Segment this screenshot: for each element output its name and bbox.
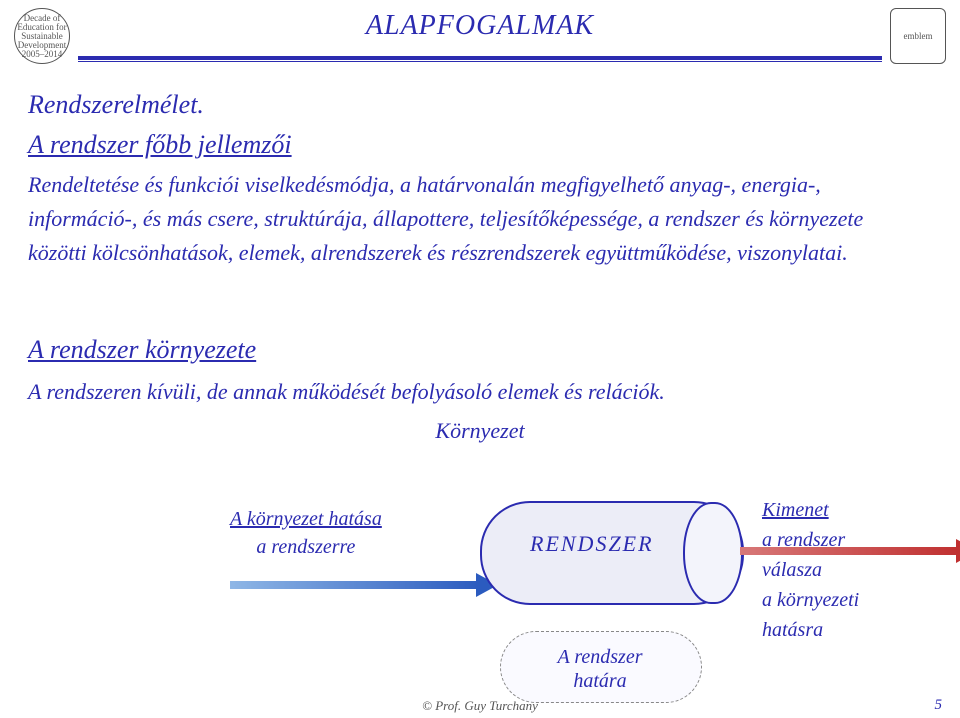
caption-output-line3: válasza xyxy=(762,559,822,581)
heading-rendszerelmelet: Rendszerelmélet. xyxy=(28,90,204,120)
boundary-label-line2: határa xyxy=(573,670,626,692)
caption-output-line4: a környezeti xyxy=(762,589,859,611)
caption-output-line1: Kimenet xyxy=(762,499,829,521)
boundary-label-line1: A rendszer xyxy=(558,646,643,668)
page-title: ALAPFOGALMAK xyxy=(0,10,960,42)
caption-output-line2: a rendszer xyxy=(762,529,845,551)
system-cylinder-label: RENDSZER xyxy=(530,531,654,557)
paragraph-kornyezet: A rendszeren kívüli, de annak működését … xyxy=(28,375,920,409)
caption-input-line1: A környezet hatása xyxy=(230,508,382,530)
caption-output-line5: hatásra xyxy=(762,619,823,641)
heading-fobb-jellemzoi: A rendszer főbb jellemzői xyxy=(28,130,292,160)
title-rule xyxy=(78,56,882,62)
paragraph-jellemzok: Rendeltetése és funkciói viselkedésmódja… xyxy=(28,168,920,270)
page-number: 5 xyxy=(935,697,943,714)
caption-output: Kimenet a rendszer válasza a környezeti … xyxy=(762,495,859,645)
arrow-input xyxy=(230,581,480,589)
system-diagram: RENDSZER A környezet hatása a rendszerre… xyxy=(0,455,960,715)
heading-kornyezete: A rendszer környezete xyxy=(28,335,256,365)
label-kornyezet: Környezet xyxy=(0,418,960,444)
caption-input: A környezet hatása a rendszerre xyxy=(230,505,382,561)
caption-input-line2: a rendszerre xyxy=(256,536,355,558)
footer-credit: © Prof. Guy Turchany xyxy=(0,698,960,714)
boundary-label: A rendszer határa xyxy=(520,645,680,693)
